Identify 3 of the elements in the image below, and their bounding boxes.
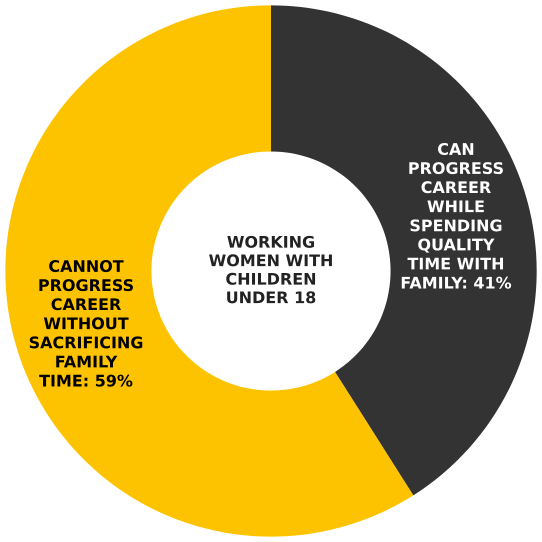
slice-label: CAN PROGRESS CAREER WHILE SPENDING QUALITY TIME WITH FAMILY: 41% xyxy=(402,142,512,289)
slice-label: CANNOT PROGRESS CAREER WITHOUT SACRIFICING FAMILY TIME: 59% xyxy=(30,260,142,387)
text: WORKING WOMEN WITH CHILDREN UNDER 18 xyxy=(209,236,332,304)
